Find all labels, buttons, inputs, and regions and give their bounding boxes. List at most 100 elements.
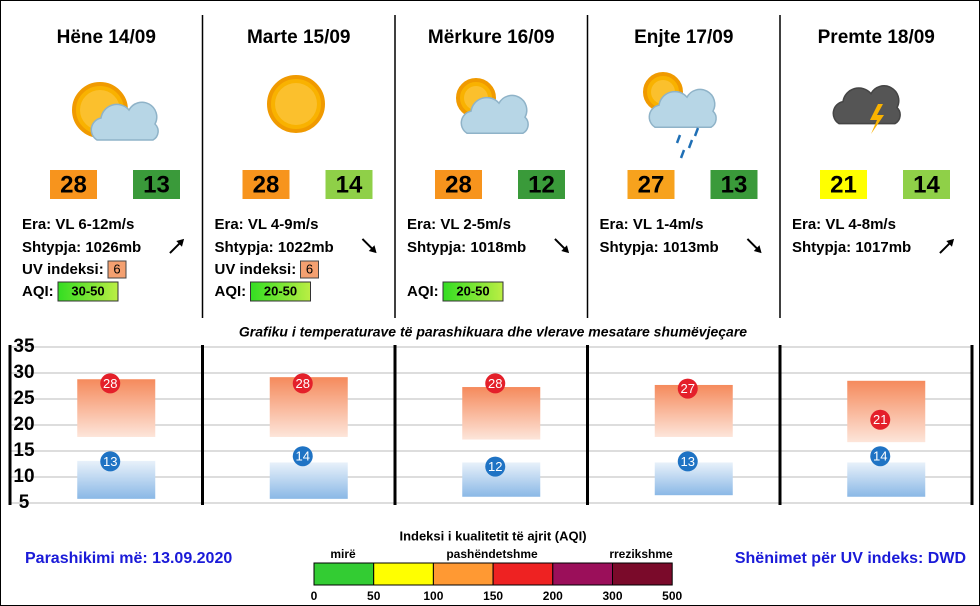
aqi-box bbox=[442, 281, 504, 302]
temp-marker-label: 13 bbox=[681, 454, 695, 469]
y-tick-label: 15 bbox=[13, 440, 35, 461]
temp-min: 13 bbox=[143, 171, 170, 198]
y-tick-label: 5 bbox=[19, 492, 30, 513]
temp-marker-label: 13 bbox=[103, 454, 117, 469]
aqi-tick-label: 0 bbox=[311, 589, 318, 603]
aqi-segment bbox=[492, 562, 554, 586]
aqi-box bbox=[250, 281, 311, 302]
temp-box bbox=[820, 170, 867, 199]
temp-box bbox=[627, 170, 675, 199]
weather-icon bbox=[267, 75, 325, 133]
wind: Era: VL 6-12m/s bbox=[22, 216, 134, 233]
aqi-segment bbox=[313, 562, 375, 586]
aqi-title: Indeksi i kualitetit të ajrit (AQI) bbox=[399, 528, 586, 543]
cloud bbox=[460, 94, 529, 134]
temp-marker-label: 14 bbox=[296, 449, 310, 464]
weather-icon bbox=[832, 85, 901, 134]
weather-icon bbox=[456, 78, 529, 134]
temp-min: 14 bbox=[913, 171, 940, 198]
temp-box bbox=[903, 170, 950, 199]
rain bbox=[679, 149, 686, 159]
pressure: Shtypja: 1018mb bbox=[407, 239, 526, 256]
temp-box bbox=[50, 170, 97, 199]
issued-date: Parashikimi më: 13.09.2020 bbox=[25, 550, 232, 567]
mean-range bbox=[462, 387, 541, 440]
aqi-segment bbox=[432, 562, 494, 586]
temp-marker-label: 21 bbox=[873, 412, 887, 427]
pressure: Shtypja: 1013mb bbox=[600, 239, 719, 256]
temp-box bbox=[710, 170, 758, 199]
lightning bbox=[870, 104, 884, 134]
y-tick-label: 20 bbox=[13, 414, 34, 435]
aqi-tick-label: 300 bbox=[602, 589, 622, 603]
y-tick-label: 10 bbox=[13, 466, 34, 487]
arrow-head bbox=[946, 238, 955, 247]
day-card: Marte 15/09 28 14 Era: VL 4-9m/s Shtypja: 10… bbox=[215, 27, 377, 302]
temp-min: 14 bbox=[336, 171, 363, 198]
temp-marker bbox=[870, 446, 891, 467]
aqi-segment bbox=[552, 562, 613, 586]
aqi-box bbox=[57, 281, 119, 302]
rain bbox=[693, 127, 700, 137]
cloud bbox=[832, 85, 901, 125]
day-name: Marte 15/09 bbox=[247, 27, 351, 48]
day-name: Mërkure 16/09 bbox=[428, 27, 555, 48]
aqi-value: 20-50 bbox=[264, 283, 297, 298]
weather-icon bbox=[643, 72, 717, 159]
cloud bbox=[90, 101, 159, 141]
temp-marker-label: 28 bbox=[103, 376, 117, 391]
uv-source: Shënimet për UV indeks: DWD bbox=[735, 550, 966, 567]
aqi-label: rrezikshme bbox=[609, 547, 673, 561]
aqi-segment bbox=[612, 562, 673, 586]
temp-min: 13 bbox=[721, 171, 748, 198]
wind: Era: VL 1-4m/s bbox=[600, 216, 704, 233]
mean-range bbox=[269, 462, 348, 499]
temp-box bbox=[435, 170, 482, 199]
temp-marker-label: 12 bbox=[488, 459, 502, 474]
day-name: Premte 18/09 bbox=[818, 27, 935, 48]
rain bbox=[675, 134, 682, 144]
arrow-head bbox=[368, 245, 377, 254]
arrow-head bbox=[753, 245, 762, 254]
wind: Era: VL 4-9m/s bbox=[215, 216, 319, 233]
arrow-head bbox=[561, 245, 570, 254]
uv-value: 6 bbox=[306, 261, 313, 276]
aqi-label: AQI: bbox=[215, 283, 247, 300]
temp-max: 27 bbox=[638, 171, 665, 198]
wind-arrow bbox=[746, 238, 762, 254]
temp-marker bbox=[100, 451, 121, 472]
aqi-segment bbox=[373, 562, 434, 586]
aqi-tick-label: 100 bbox=[423, 589, 443, 603]
temp-max: 28 bbox=[60, 171, 87, 198]
day-card: Hëne 14/09 28 13 Era: VL 6-12m/s Shtypja: 10… bbox=[22, 27, 185, 302]
weather-icon bbox=[72, 82, 159, 141]
uv-value: 6 bbox=[113, 261, 120, 276]
aqi-label: mirë bbox=[330, 547, 356, 561]
wind: Era: VL 2-5m/s bbox=[407, 216, 511, 233]
aqi-value: 20-50 bbox=[456, 283, 489, 298]
cloud bbox=[648, 88, 717, 128]
y-tick-label: 30 bbox=[13, 362, 34, 383]
wind-arrow bbox=[554, 238, 570, 254]
temp-min: 12 bbox=[528, 171, 555, 198]
day-name: Enjte 17/09 bbox=[634, 27, 733, 48]
temp-marker-label: 28 bbox=[488, 376, 502, 391]
day-card: Premte 18/09 21 14 Era: VL 4-8m/s Shtypja: 1… bbox=[792, 27, 955, 256]
temp-box bbox=[133, 170, 180, 199]
wind-arrow bbox=[169, 238, 185, 254]
wind: Era: VL 4-8m/s bbox=[792, 216, 896, 233]
temp-box bbox=[242, 170, 290, 199]
temp-box bbox=[325, 170, 373, 199]
mean-range bbox=[847, 380, 926, 443]
temp-max: 28 bbox=[253, 171, 280, 198]
temp-marker bbox=[292, 446, 313, 467]
uv-label: UV indeksi: bbox=[22, 261, 104, 278]
arrow-head bbox=[176, 238, 185, 247]
pressure: Shtypja: 1026mb bbox=[22, 239, 141, 256]
temp-max: 21 bbox=[830, 171, 857, 198]
temp-marker bbox=[485, 456, 506, 477]
pressure: Shtypja: 1022mb bbox=[215, 239, 334, 256]
wind-arrow bbox=[939, 238, 955, 254]
temp-max: 28 bbox=[445, 171, 472, 198]
